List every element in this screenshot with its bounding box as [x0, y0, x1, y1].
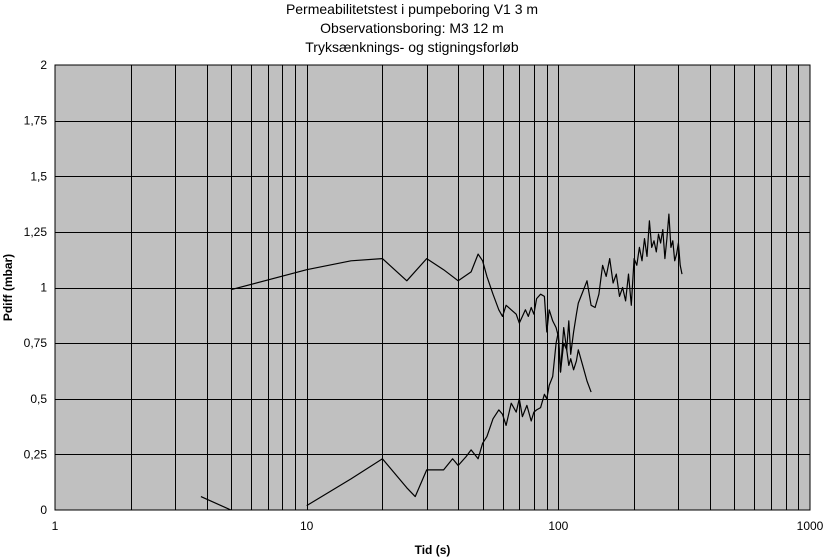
y-tick-label: 0,25 [24, 447, 48, 461]
chart-title: Permeabilitetstest i pumpeboring V1 3 m … [0, 0, 824, 57]
x-tick-labels: 1 10 100 1000 [52, 519, 824, 533]
chart-title-line-3: Tryksænknings- og stigningsforløb [305, 39, 519, 55]
y-tick-label: 1 [40, 281, 47, 295]
y-axis-title: Pdiff (mbar) [1, 254, 15, 321]
x-tick-label: 1000 [797, 519, 824, 533]
y-tick-label: 1,75 [24, 114, 48, 128]
y-tick-label: 1,5 [30, 169, 47, 183]
chart-title-line-2: Observationsboring: M3 12 m [320, 20, 504, 36]
plot-border [54, 64, 811, 511]
series-line-0 [230, 253, 592, 393]
series-line-2 [306, 213, 683, 507]
y-tick-labels: 0 0,25 0,5 0,75 1 1,25 1,5 1,75 2 [24, 58, 48, 517]
y-tick-label: 0,75 [24, 336, 48, 350]
plot-area [55, 65, 810, 510]
x-tick-label: 1 [52, 519, 59, 533]
chart-title-line-1: Permeabilitetstest i pumpeboring V1 3 m [285, 1, 539, 17]
x-tick-label: 10 [300, 519, 314, 533]
y-tick-label: 2 [40, 58, 47, 72]
y-tick-label: 0,5 [30, 392, 47, 406]
series-line-1 [200, 496, 232, 511]
y-tick-label: 0 [40, 503, 47, 517]
y-tick-label: 1,25 [24, 225, 48, 239]
x-tick-label: 100 [548, 519, 568, 533]
grid-lines [55, 65, 810, 510]
series-group [200, 213, 683, 511]
x-axis-title: Tid (s) [415, 543, 451, 557]
